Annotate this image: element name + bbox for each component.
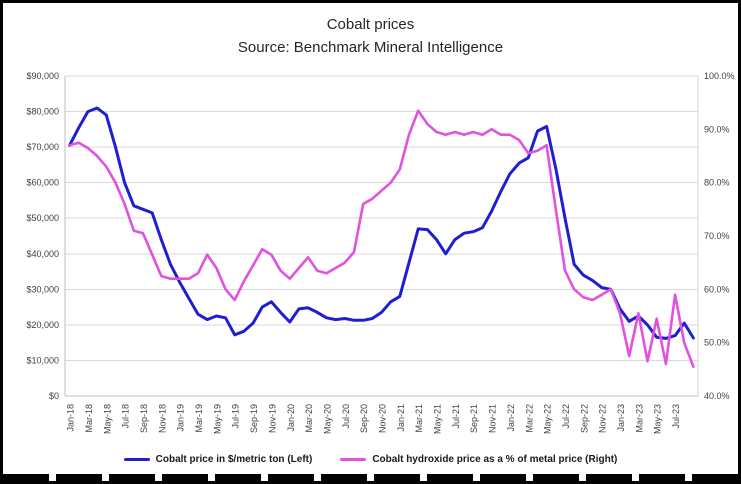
x-axis-label: Nov-21 [488,404,498,433]
left-axis-label: $30,000 [26,284,59,294]
legend-line-swatch [123,457,150,462]
left-axis-label: $0 [49,391,59,401]
legend-line-swatch [340,457,367,462]
x-axis-label: Jan-22 [506,404,516,432]
right-axis-label: 60.0% [704,284,730,294]
x-axis-label: Mar-23 [634,404,644,433]
plot-area: $90,000 $80,000 $70,000 $60,000 $50,000 $40,0… [26,71,735,434]
chart-title: Cobalt prices Source: Benchmark Mineral … [3,14,738,59]
x-axis-label: May-22 [543,404,553,434]
x-axis-label: Mar-19 [194,404,204,433]
x-axis-label: Sep-22 [579,404,589,433]
left-axis-label: $20,000 [26,320,59,330]
right-axis-label: 90.0% [704,124,730,134]
x-axis-label: Mar-21 [414,404,424,433]
x-axis-label: May-19 [212,404,222,434]
x-axis-label: Jan-21 [396,404,406,432]
x-axis-label: Mar-20 [304,404,314,433]
x-axis-label: Jul-22 [561,404,571,429]
left-axis-label: $50,000 [26,213,59,223]
legend-item: Cobalt hydroxide price as a % of metal p… [340,454,617,465]
legend-item: Cobalt price in $/metric ton (Left) [123,454,313,465]
x-axis-label: Nov-19 [267,404,277,433]
right-axis-label: 100.0% [704,71,735,81]
right-axis-label: 80.0% [704,178,730,188]
x-axis-label: Jan-18 [66,404,76,432]
x-axis-label: Mar-18 [84,404,94,433]
x-axis-label: Jul-20 [341,404,351,429]
x-axis-label: Sep-20 [359,404,369,433]
bottom-border-decoration [3,474,738,481]
chart-title-line2: Source: Benchmark Mineral Intelligence [237,38,504,56]
x-axis-label: Sep-19 [249,404,259,433]
legend-label: Cobalt price in $/metric ton (Left) [155,454,313,465]
series-line-hydroxide-percent [68,109,695,369]
chart-title-line1: Cobalt prices [326,16,415,33]
left-axis-label: $40,000 [26,249,59,259]
x-axis-label: Mar-22 [524,404,534,433]
right-axis-label: 50.0% [704,338,730,348]
x-axis-label: Jul-19 [231,404,241,429]
right-axis-label: 70.0% [704,231,730,241]
legend-label: Cobalt hydroxide price as a % of metal p… [372,454,618,465]
x-axis-label: Nov-22 [598,404,608,433]
x-axis-label: Jan-19 [176,404,186,432]
x-axis-label: Sep-21 [469,404,479,433]
x-axis-label: Jul-18 [121,404,131,429]
x-axis-label: Nov-20 [378,404,388,433]
series-line-cobalt-price [68,106,695,340]
x-axis-label: May-18 [102,404,112,434]
x-axis-label: May-23 [653,404,663,434]
left-axis-label: $80,000 [26,107,59,117]
left-axis-label: $10,000 [26,355,59,365]
x-axis-label: Sep-18 [139,404,149,433]
x-axis-label: May-20 [322,404,332,434]
x-axis-label: Nov-18 [157,404,167,433]
right-axis-label: 40.0% [704,391,730,401]
x-axis-label: May-21 [433,404,443,434]
x-axis-label: Jan-20 [286,404,296,432]
x-axis-label: Jul-23 [671,404,681,429]
left-axis-label: $60,000 [26,178,59,188]
x-axis-label: Jan-23 [616,404,626,432]
x-axis-label: Jul-21 [451,404,461,429]
left-axis-label: $90,000 [26,71,59,81]
legend: Cobalt price in $/metric ton (Left) Cobal… [3,454,738,465]
left-axis-label: $70,000 [26,142,59,152]
